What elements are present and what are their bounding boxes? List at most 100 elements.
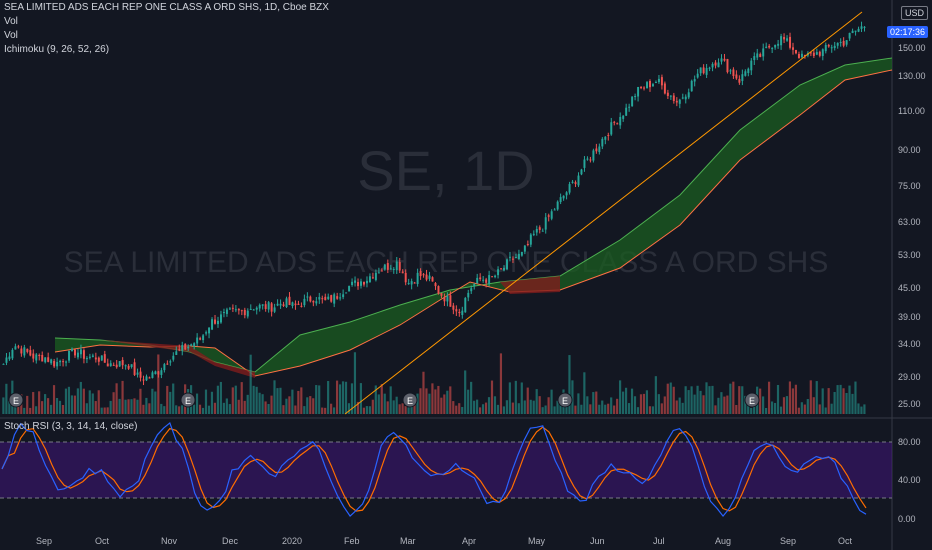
legend-vol-2[interactable]: Vol bbox=[4, 30, 18, 41]
currency-label[interactable]: USD bbox=[900, 6, 928, 20]
candle-body bbox=[142, 379, 145, 381]
candle-body bbox=[720, 58, 723, 62]
symbol-title[interactable]: SEA LIMITED ADS EACH REP ONE CLASS A ORD… bbox=[4, 2, 329, 13]
candle-body bbox=[428, 275, 431, 279]
volume-bar bbox=[154, 391, 157, 414]
candle-body bbox=[231, 307, 234, 309]
volume-bar bbox=[470, 381, 473, 414]
volume-bar bbox=[225, 398, 228, 414]
volume-bar bbox=[315, 385, 318, 414]
time-tick: Feb bbox=[344, 536, 360, 546]
volume-bar bbox=[100, 407, 103, 414]
volume-bar bbox=[699, 390, 702, 414]
candle-body bbox=[255, 307, 258, 310]
candle-body bbox=[246, 310, 249, 317]
candle-body bbox=[127, 365, 130, 369]
volume-bar bbox=[696, 385, 699, 414]
candle-body bbox=[693, 79, 696, 82]
candle-body bbox=[800, 53, 803, 58]
candle-body bbox=[616, 123, 619, 125]
candle-body bbox=[678, 99, 681, 104]
candle-body bbox=[592, 150, 595, 161]
candle-body bbox=[580, 169, 583, 175]
volume-bar bbox=[234, 385, 237, 414]
price-axis[interactable]: 150.00 130.00 110.00 90.00 75.00 63.00 5… bbox=[898, 43, 926, 409]
candle-body bbox=[172, 355, 175, 360]
volume-bar bbox=[347, 403, 351, 414]
candle-body bbox=[550, 211, 553, 219]
time-axis[interactable]: Sep Oct Nov Dec 2020 Feb Mar Apr May Jun… bbox=[36, 536, 853, 546]
volume-bar bbox=[535, 389, 538, 414]
volume-bar bbox=[377, 394, 380, 414]
candle-body bbox=[407, 283, 410, 285]
volume-bar bbox=[642, 393, 646, 414]
volume-bar bbox=[455, 405, 458, 414]
candle-body bbox=[222, 312, 225, 314]
watermark-name: SEA LIMITED ADS EACH REP ONE CLASS A ORD… bbox=[64, 246, 829, 279]
candle-body bbox=[669, 95, 672, 97]
legend-ichimoku[interactable]: Ichimoku (9, 26, 52, 26) bbox=[4, 44, 110, 55]
volume-bar bbox=[395, 396, 398, 414]
volume-bar bbox=[267, 404, 270, 414]
watermark-ticker: SE, 1D bbox=[357, 139, 534, 202]
trend-line[interactable] bbox=[344, 11, 863, 415]
legend-vol-1[interactable]: Vol bbox=[4, 16, 18, 27]
candle-body bbox=[565, 192, 568, 196]
candle-body bbox=[285, 298, 288, 308]
candle-body bbox=[145, 376, 148, 381]
volume-bar bbox=[651, 406, 654, 414]
candle-body bbox=[803, 54, 806, 56]
volume-bar bbox=[216, 385, 219, 414]
candle-body bbox=[812, 52, 815, 56]
volume-bar bbox=[142, 404, 145, 414]
volume-bar bbox=[678, 397, 681, 414]
volume-bar bbox=[335, 380, 339, 414]
volume-bar bbox=[708, 386, 711, 414]
volume-bar bbox=[330, 403, 333, 414]
volume-bar bbox=[785, 396, 789, 414]
earnings-marker-label: E bbox=[185, 396, 191, 406]
volume-bar bbox=[166, 385, 169, 414]
candle-body bbox=[747, 68, 750, 74]
candle-body bbox=[437, 286, 440, 294]
candle-body bbox=[598, 146, 601, 153]
candle-body bbox=[306, 296, 309, 298]
candle-body bbox=[449, 295, 452, 307]
volume-bar bbox=[29, 407, 32, 414]
volume-bar bbox=[484, 402, 488, 414]
candle-body bbox=[794, 49, 797, 54]
volume-bar bbox=[526, 387, 529, 414]
candle-body bbox=[696, 73, 699, 78]
candle-body bbox=[324, 296, 327, 301]
candle-body bbox=[157, 371, 160, 375]
candle-body bbox=[342, 294, 345, 298]
candle-body bbox=[377, 272, 380, 274]
legend-stoch-rsi[interactable]: Stoch RSI (3, 3, 14, 14, close) bbox=[4, 421, 138, 432]
candle-body bbox=[419, 271, 422, 277]
candle-body bbox=[634, 96, 637, 98]
candle-body bbox=[559, 197, 562, 202]
candle-body bbox=[124, 365, 127, 367]
candle-body bbox=[842, 40, 845, 46]
candle-body bbox=[139, 371, 142, 378]
candle-body bbox=[303, 298, 306, 306]
candle-body bbox=[273, 307, 276, 312]
candle-body bbox=[625, 107, 628, 116]
volume-bar bbox=[306, 397, 309, 414]
earnings-marker-label: E bbox=[562, 396, 568, 406]
volume-bar bbox=[198, 404, 202, 414]
volume-bar bbox=[67, 386, 71, 414]
volume-bar bbox=[529, 399, 532, 414]
candle-body bbox=[267, 302, 270, 310]
stoch-axis[interactable]: 80.00 40.00 0.00 bbox=[898, 437, 921, 524]
candle-body bbox=[711, 63, 714, 68]
volume-bar bbox=[8, 401, 11, 414]
candle-body bbox=[792, 47, 794, 50]
cloud-bearish bbox=[100, 340, 255, 378]
candle-body bbox=[252, 309, 255, 311]
volume-bar bbox=[416, 393, 419, 414]
candle-body bbox=[425, 274, 428, 280]
candle-body bbox=[237, 309, 240, 311]
